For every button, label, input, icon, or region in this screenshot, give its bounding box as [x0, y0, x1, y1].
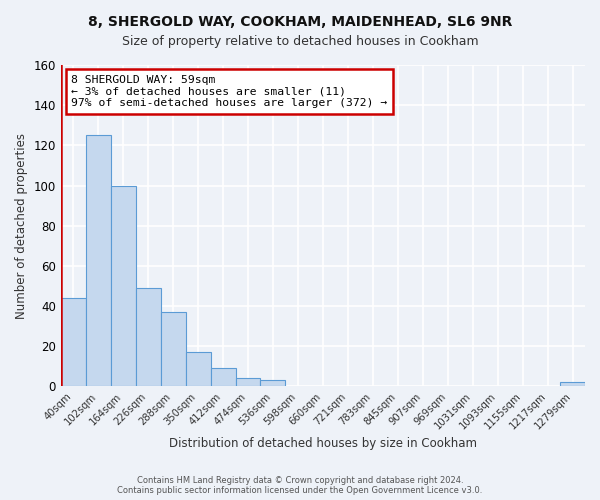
Text: 8, SHERGOLD WAY, COOKHAM, MAIDENHEAD, SL6 9NR: 8, SHERGOLD WAY, COOKHAM, MAIDENHEAD, SL… [88, 15, 512, 29]
Bar [236, 378, 260, 386]
Bar [111, 186, 136, 386]
Bar [560, 382, 585, 386]
Bar [260, 380, 286, 386]
Bar [161, 312, 185, 386]
Bar [86, 136, 111, 386]
Text: Contains HM Land Registry data © Crown copyright and database right 2024.
Contai: Contains HM Land Registry data © Crown c… [118, 476, 482, 495]
Bar [136, 288, 161, 386]
Bar [185, 352, 211, 386]
Bar [61, 298, 86, 386]
Bar [211, 368, 236, 386]
Text: 8 SHERGOLD WAY: 59sqm
← 3% of detached houses are smaller (11)
97% of semi-detac: 8 SHERGOLD WAY: 59sqm ← 3% of detached h… [71, 74, 388, 108]
Y-axis label: Number of detached properties: Number of detached properties [15, 132, 28, 318]
Text: Size of property relative to detached houses in Cookham: Size of property relative to detached ho… [122, 35, 478, 48]
X-axis label: Distribution of detached houses by size in Cookham: Distribution of detached houses by size … [169, 437, 477, 450]
